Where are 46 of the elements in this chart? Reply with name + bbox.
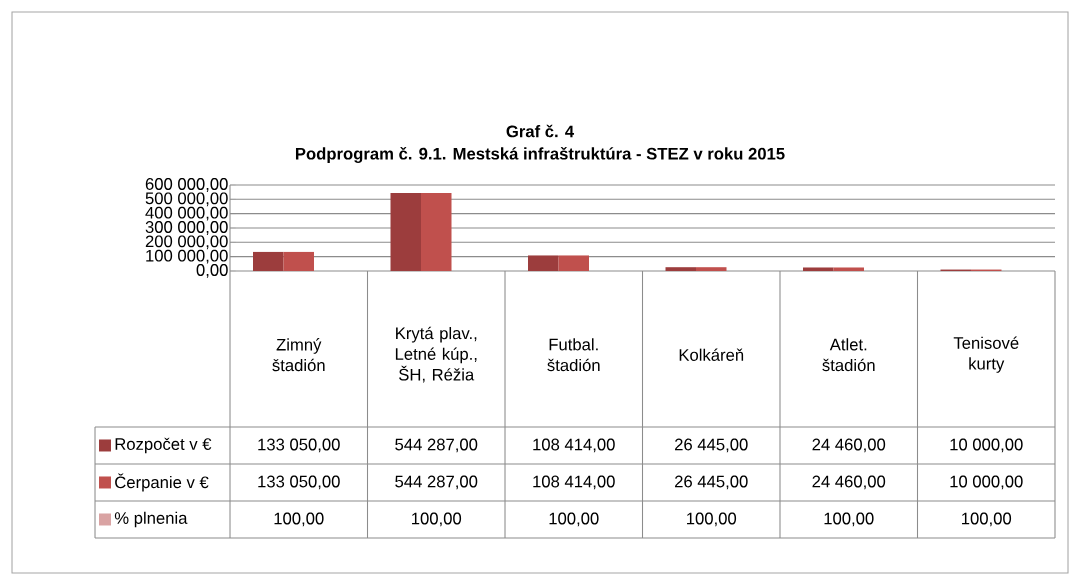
x-tick-label: Krytá plav., Letné kúp., ŠH, Réžia bbox=[395, 326, 477, 383]
data-label: 544 287,00 bbox=[395, 475, 478, 490]
y-tick-label: 400 000,00 bbox=[145, 206, 228, 221]
data-label: 24 460,00 bbox=[812, 438, 886, 453]
bar bbox=[665, 267, 696, 271]
y-tick-label: 300 000,00 bbox=[145, 221, 228, 235]
data-label: 100,00 bbox=[824, 512, 874, 527]
x-tick-label: Kolkáreň bbox=[679, 348, 744, 361]
bar bbox=[390, 192, 422, 271]
data-label: 26 445,00 bbox=[675, 475, 748, 490]
legend-label: Čerpanie v € bbox=[115, 473, 209, 492]
data-label: 133 050,00 bbox=[258, 475, 340, 490]
data-label: 544 287,00 bbox=[395, 438, 478, 453]
bar bbox=[421, 192, 452, 271]
bar bbox=[696, 267, 727, 271]
y-tick-label: 0,00 bbox=[196, 264, 228, 278]
x-tick-label: Futbal. štadión bbox=[547, 338, 600, 372]
bar bbox=[558, 255, 590, 271]
data-label: 108 414,00 bbox=[533, 438, 615, 453]
y-tick-label: 600 000,00 bbox=[145, 178, 228, 192]
x-tick-label: Tenisové kurty bbox=[953, 336, 1019, 373]
data-label: 100,00 bbox=[962, 512, 1012, 527]
bar bbox=[283, 251, 315, 271]
chart-title: Graf č. 4 bbox=[506, 124, 575, 138]
data-label: 10 000,00 bbox=[950, 438, 1023, 453]
y-tick-label: 100 000,00 bbox=[146, 249, 228, 264]
data-label: 100,00 bbox=[687, 512, 737, 527]
x-tick-label: Zimný štadión bbox=[272, 338, 325, 372]
legend-label: % plnenia bbox=[114, 511, 188, 528]
x-tick-label: Atlet. štadión bbox=[822, 338, 875, 372]
data-label: 108 414,00 bbox=[533, 475, 615, 490]
data-label: 100,00 bbox=[274, 512, 324, 527]
bar bbox=[803, 267, 834, 271]
data-label: 100,00 bbox=[412, 512, 462, 527]
data-label: 100,00 bbox=[549, 512, 599, 527]
data-label: 133 050,00 bbox=[258, 438, 340, 453]
bar bbox=[253, 251, 284, 271]
y-tick-label: 500 000,00 bbox=[145, 192, 228, 207]
data-label: 24 460,00 bbox=[812, 475, 886, 490]
legend-label: Rozpočet v € bbox=[115, 437, 212, 454]
bar bbox=[528, 255, 559, 271]
data-label: 10 000,00 bbox=[950, 475, 1023, 490]
data-label: 26 445,00 bbox=[675, 438, 748, 453]
chart-subtitle: Podprogram č. 9.1. Mestská infraštruktúra - STEZ v roku 2015 bbox=[295, 147, 785, 163]
bar bbox=[833, 267, 864, 271]
y-tick-label: 200 000,00 bbox=[145, 235, 228, 250]
